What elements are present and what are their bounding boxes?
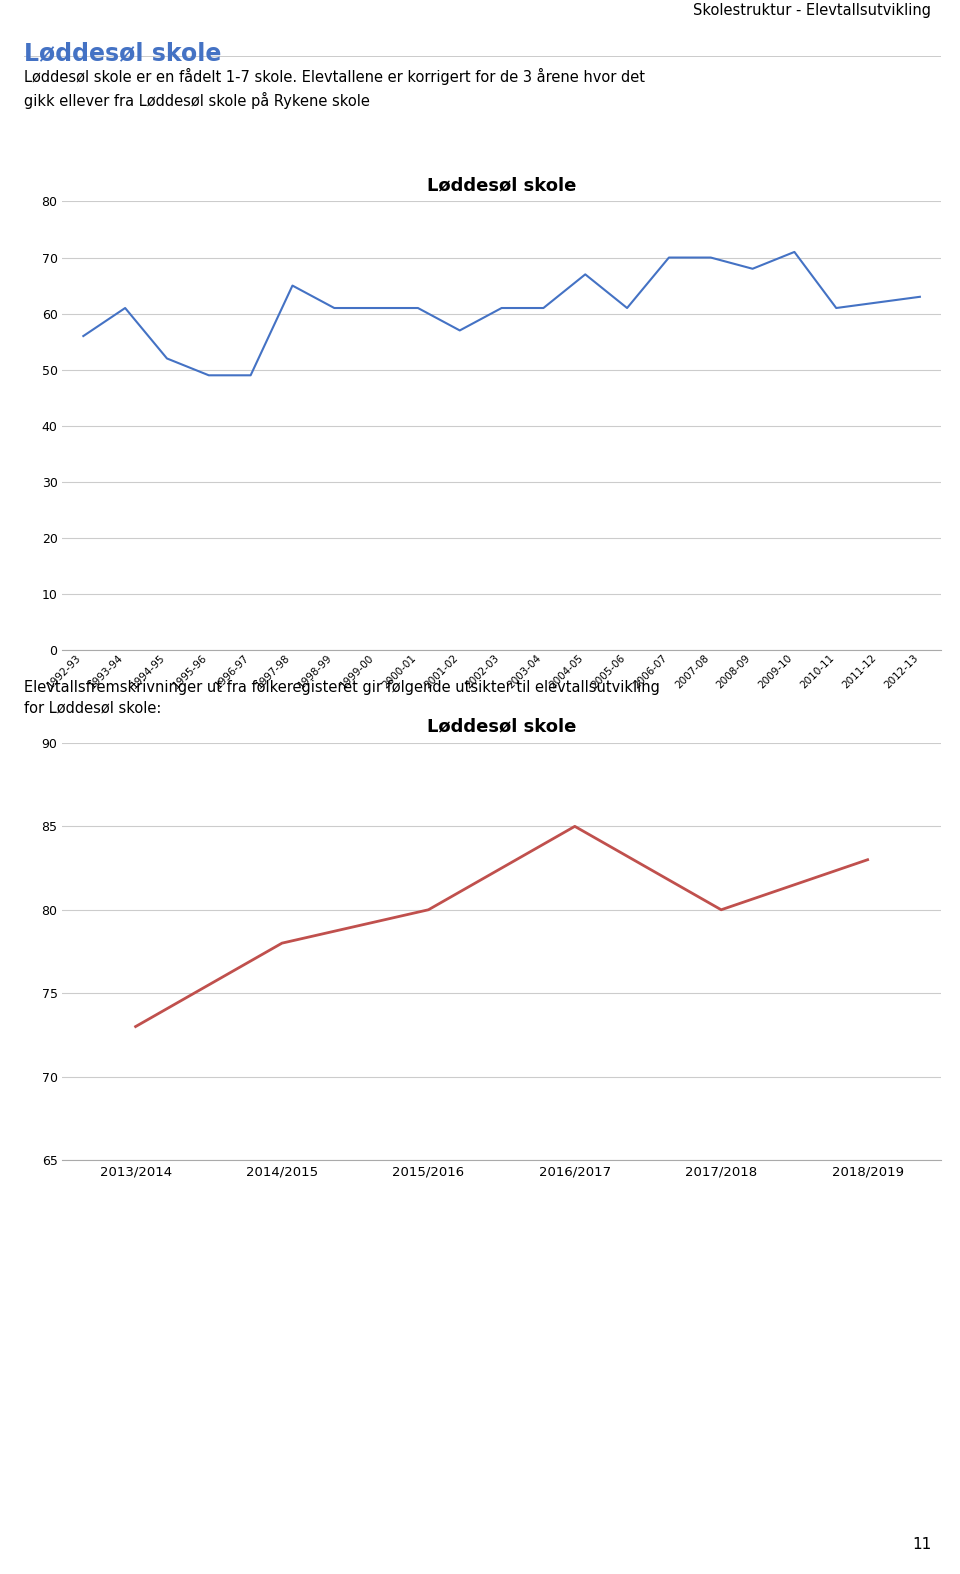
Title: Løddesøl skole: Løddesøl skole xyxy=(427,718,576,735)
Text: 11: 11 xyxy=(912,1536,931,1552)
Text: Løddesøl skole: Løddesøl skole xyxy=(24,41,222,65)
Text: Skolestruktur - Elevtallsutvikling: Skolestruktur - Elevtallsutvikling xyxy=(693,3,931,19)
Text: Elevtallsfremskrivninger ut fra folkeregisteret gir følgende utsikter til elevta: Elevtallsfremskrivninger ut fra folkereg… xyxy=(24,680,660,716)
Text: Løddesøl skole er en fådelt 1-7 skole. Elevtallene er korrigert for de 3 årene h: Løddesøl skole er en fådelt 1-7 skole. E… xyxy=(24,68,645,109)
Title: Løddesøl skole: Løddesøl skole xyxy=(427,176,576,194)
